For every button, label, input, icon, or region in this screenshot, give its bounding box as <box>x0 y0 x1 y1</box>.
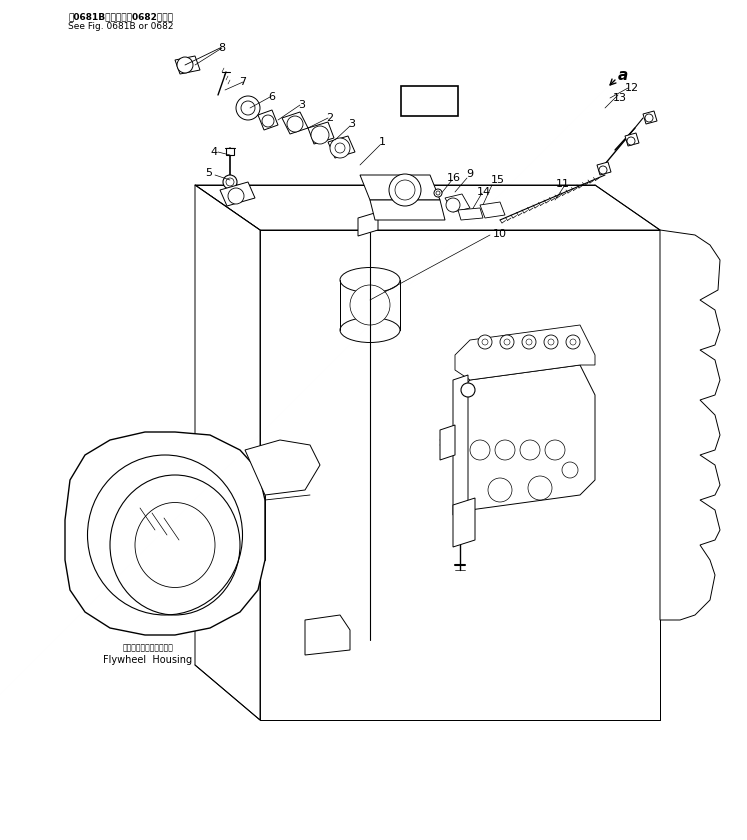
Ellipse shape <box>340 267 400 292</box>
Circle shape <box>226 178 234 186</box>
Polygon shape <box>260 230 660 720</box>
Circle shape <box>500 335 514 349</box>
Polygon shape <box>643 111 657 124</box>
Polygon shape <box>445 194 470 212</box>
Circle shape <box>482 339 488 345</box>
Circle shape <box>528 476 552 500</box>
Text: See Fig. 0681B or 0682: See Fig. 0681B or 0682 <box>68 22 173 31</box>
Text: 7: 7 <box>240 77 247 87</box>
Circle shape <box>241 101 255 115</box>
Text: 10: 10 <box>493 229 507 239</box>
Polygon shape <box>358 212 378 236</box>
Circle shape <box>599 166 607 174</box>
Polygon shape <box>455 365 595 510</box>
Circle shape <box>350 285 390 325</box>
Circle shape <box>470 440 490 460</box>
Text: 3: 3 <box>299 100 306 110</box>
Text: 9: 9 <box>466 169 474 179</box>
Polygon shape <box>195 185 660 230</box>
Circle shape <box>544 335 558 349</box>
FancyBboxPatch shape <box>401 86 458 116</box>
Polygon shape <box>453 375 468 515</box>
Polygon shape <box>195 185 260 720</box>
Circle shape <box>228 188 244 204</box>
Circle shape <box>488 478 512 502</box>
Circle shape <box>330 138 350 158</box>
Circle shape <box>627 137 635 145</box>
Circle shape <box>434 189 442 197</box>
Polygon shape <box>455 325 595 380</box>
Text: Fuel  Injection  Pump: Fuel Injection Pump <box>489 460 591 470</box>
Circle shape <box>562 462 578 478</box>
Text: フェルインジェクションポンプ: フェルインジェクションポンプ <box>508 450 572 459</box>
Circle shape <box>526 339 532 345</box>
Circle shape <box>446 198 460 212</box>
Circle shape <box>436 191 440 195</box>
Text: 11: 11 <box>556 179 570 189</box>
Text: 12: 12 <box>625 83 639 93</box>
Polygon shape <box>65 432 265 635</box>
Circle shape <box>287 116 303 132</box>
Polygon shape <box>245 440 320 495</box>
Circle shape <box>545 440 565 460</box>
Text: FWD: FWD <box>414 94 446 108</box>
Polygon shape <box>258 110 278 130</box>
Polygon shape <box>305 615 350 655</box>
Circle shape <box>570 339 576 345</box>
Circle shape <box>548 339 554 345</box>
Ellipse shape <box>340 318 400 343</box>
Text: Flywheel  Housing: Flywheel Housing <box>103 655 193 665</box>
Circle shape <box>335 143 345 153</box>
Polygon shape <box>175 56 200 74</box>
Text: 16: 16 <box>447 173 461 183</box>
Circle shape <box>478 335 492 349</box>
Polygon shape <box>660 230 720 620</box>
Polygon shape <box>328 136 355 158</box>
Polygon shape <box>625 133 639 146</box>
Polygon shape <box>370 200 445 220</box>
Polygon shape <box>308 122 334 144</box>
Polygon shape <box>340 280 400 330</box>
Circle shape <box>522 335 536 349</box>
Polygon shape <box>480 202 505 218</box>
Circle shape <box>495 440 515 460</box>
Text: 5: 5 <box>205 168 212 178</box>
Text: 3: 3 <box>349 119 356 129</box>
Text: 1: 1 <box>379 137 385 147</box>
Text: フライホイルハウジング: フライホイルハウジング <box>123 643 173 653</box>
Circle shape <box>645 114 653 122</box>
Polygon shape <box>220 182 255 206</box>
Circle shape <box>236 96 260 120</box>
Polygon shape <box>597 162 611 175</box>
Circle shape <box>262 115 274 127</box>
Text: 8: 8 <box>218 43 226 53</box>
Circle shape <box>504 339 510 345</box>
Polygon shape <box>226 148 234 155</box>
Text: a: a <box>475 492 485 507</box>
Text: 4: 4 <box>211 147 218 157</box>
Polygon shape <box>458 208 483 220</box>
Circle shape <box>177 57 193 73</box>
Text: 第0681B図または第0682図参照: 第0681B図または第0682図参照 <box>68 12 173 21</box>
Polygon shape <box>282 112 308 134</box>
Text: a: a <box>618 67 628 82</box>
Circle shape <box>223 175 237 189</box>
Text: 14: 14 <box>477 187 491 197</box>
Circle shape <box>461 383 475 397</box>
Ellipse shape <box>87 455 243 615</box>
Text: 15: 15 <box>491 175 505 185</box>
Polygon shape <box>453 498 475 547</box>
Circle shape <box>389 174 421 206</box>
Circle shape <box>566 335 580 349</box>
Circle shape <box>395 180 415 200</box>
Circle shape <box>520 440 540 460</box>
Polygon shape <box>360 175 440 200</box>
Text: 13: 13 <box>613 93 627 103</box>
Text: 2: 2 <box>326 113 334 123</box>
Text: 16: 16 <box>476 361 490 371</box>
Text: 6: 6 <box>268 92 276 102</box>
Polygon shape <box>440 425 455 460</box>
Circle shape <box>311 126 329 144</box>
